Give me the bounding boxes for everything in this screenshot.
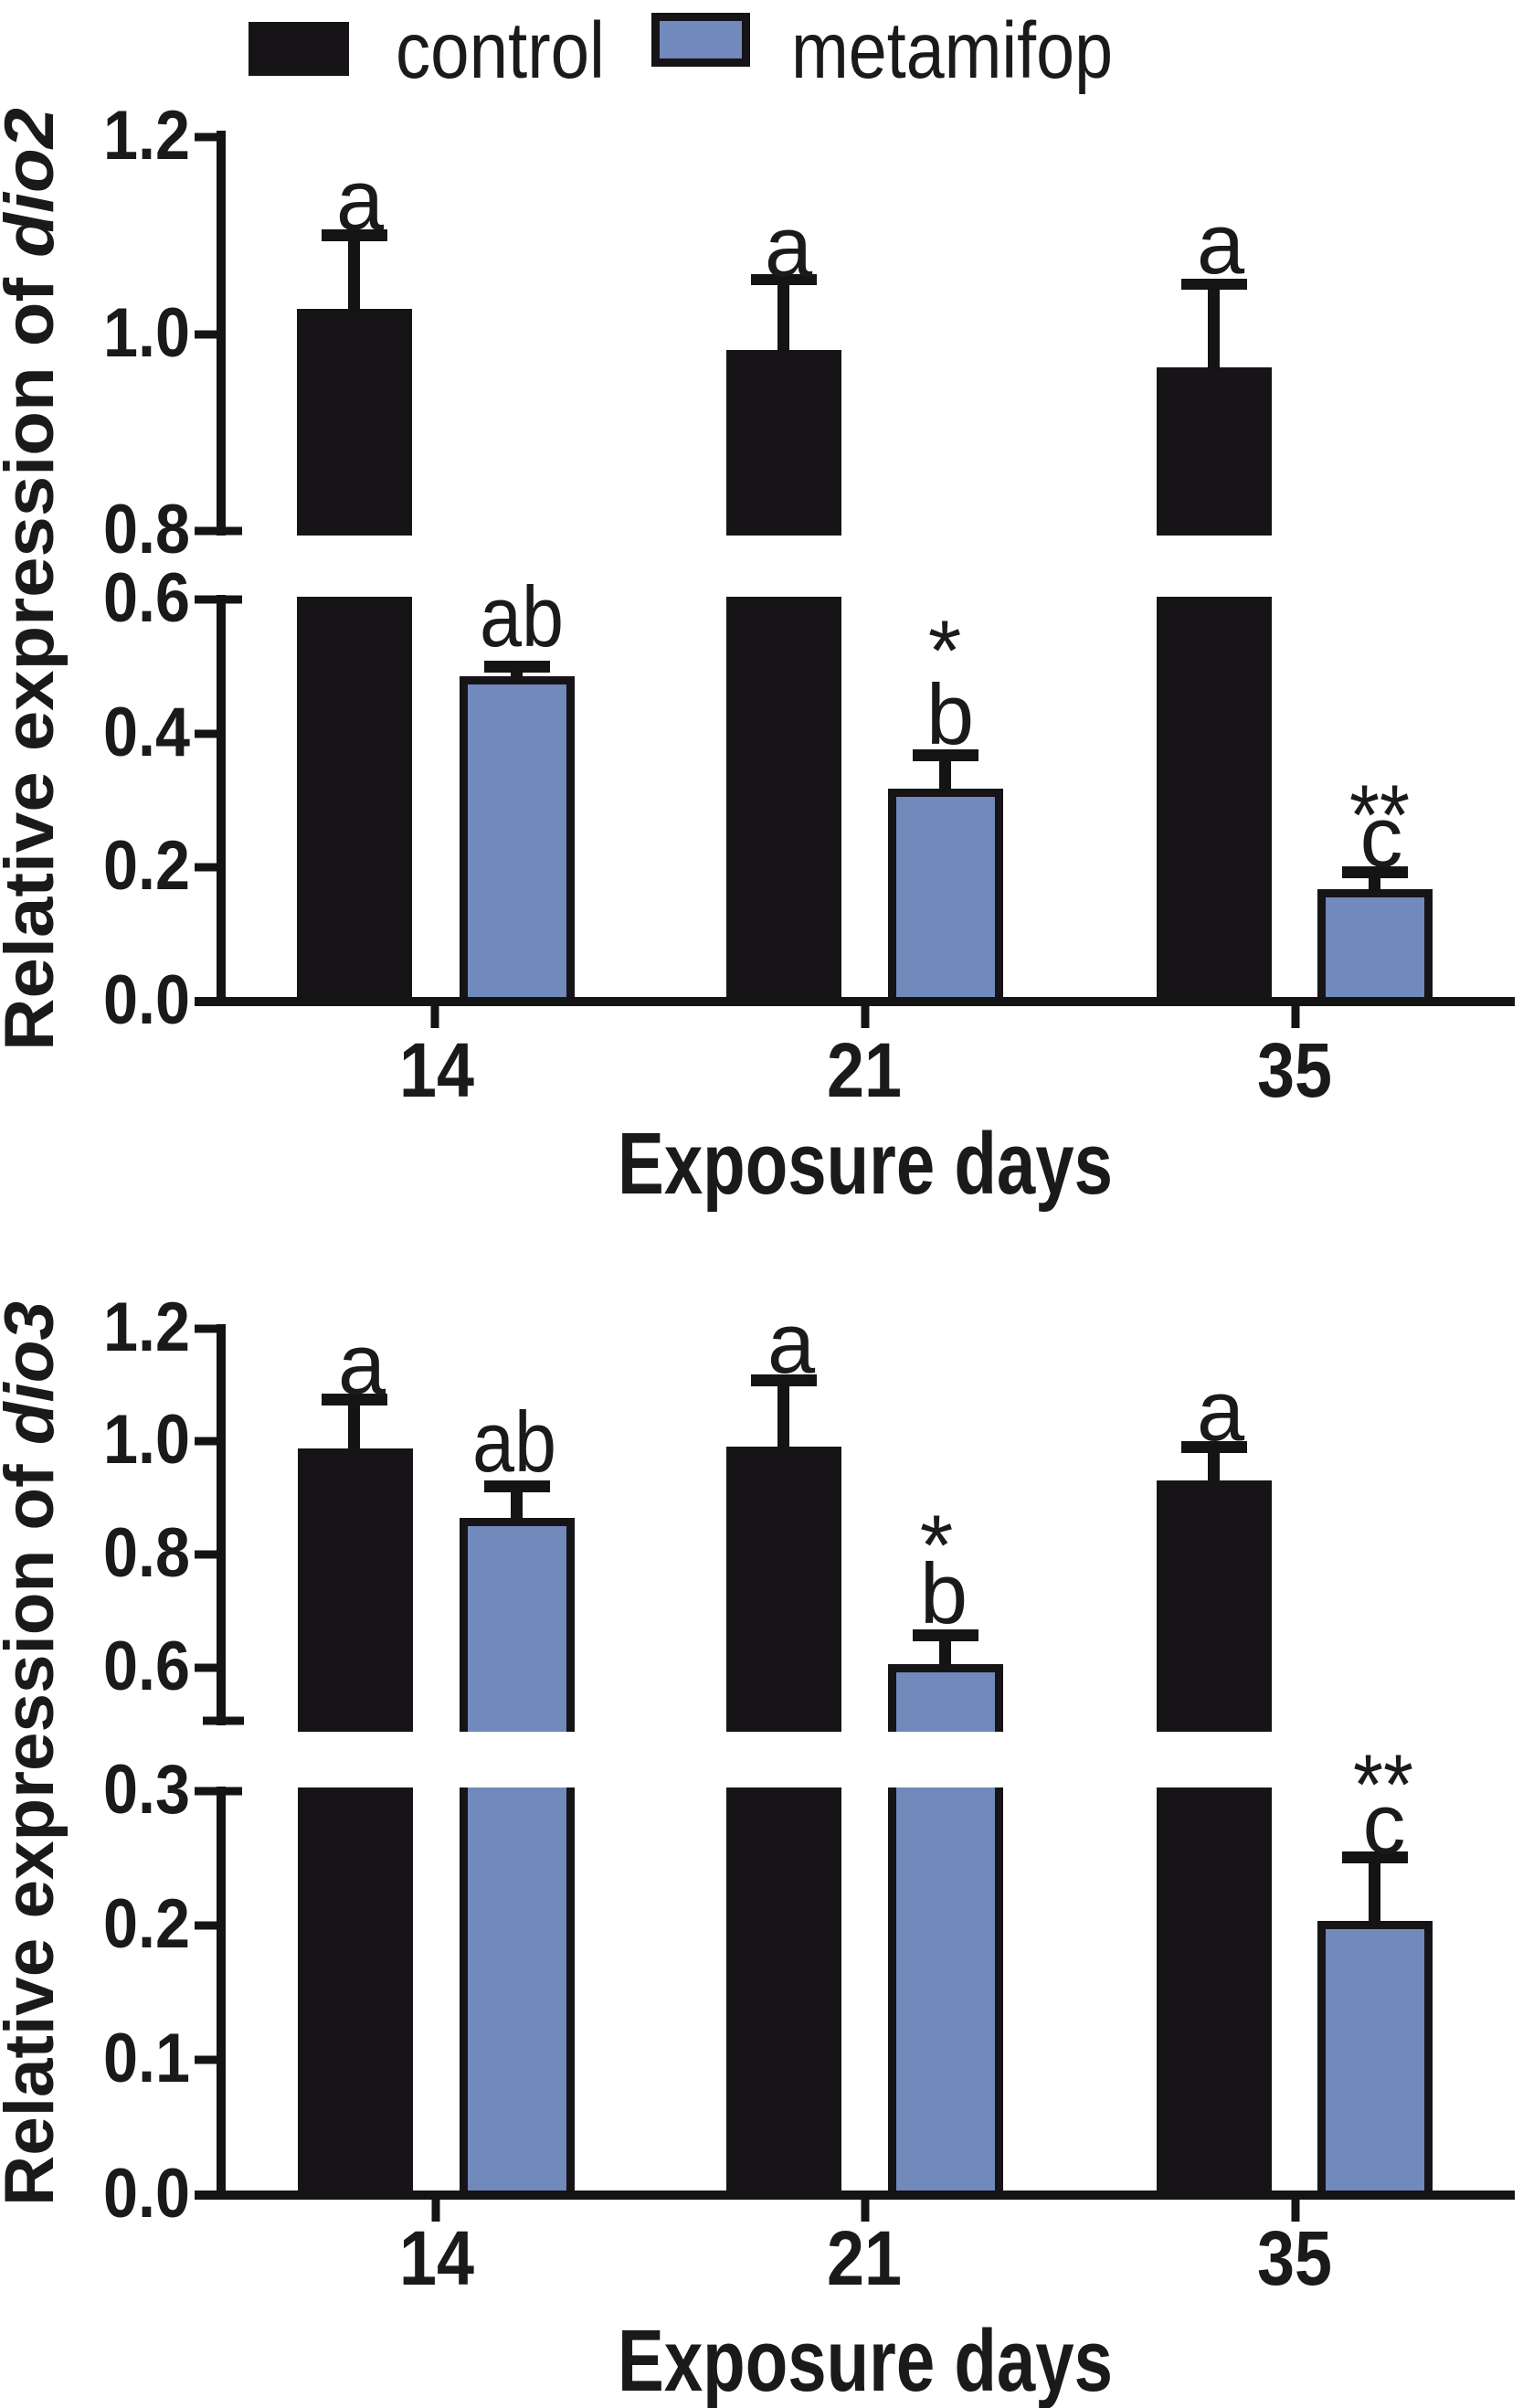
svg-text:0.2: 0.2 bbox=[103, 1885, 190, 1963]
svg-text:21: 21 bbox=[827, 2215, 902, 2301]
svg-text:Relative expression of dio2: Relative expression of dio2 bbox=[0, 108, 69, 1051]
svg-text:a: a bbox=[1197, 196, 1245, 292]
svg-text:control: control bbox=[396, 6, 605, 95]
svg-text:1.0: 1.0 bbox=[103, 1401, 190, 1479]
svg-text:Exposure days: Exposure days bbox=[618, 1115, 1113, 1213]
svg-text:0.8: 0.8 bbox=[103, 1514, 190, 1592]
svg-text:Relative expression of dio3: Relative expression of dio3 bbox=[0, 1301, 69, 2206]
svg-text:a: a bbox=[767, 1295, 816, 1391]
svg-text:0.2: 0.2 bbox=[103, 827, 190, 905]
svg-text:metamifop: metamifop bbox=[791, 6, 1113, 95]
svg-text:0.6: 0.6 bbox=[103, 1628, 190, 1705]
svg-text:a: a bbox=[338, 1316, 386, 1412]
svg-text:0.4: 0.4 bbox=[103, 694, 190, 771]
svg-text:**: ** bbox=[1349, 767, 1410, 863]
svg-text:1.0: 1.0 bbox=[103, 294, 190, 372]
svg-text:a: a bbox=[336, 152, 385, 248]
svg-text:0.6: 0.6 bbox=[103, 559, 190, 637]
svg-text:35: 35 bbox=[1257, 1027, 1332, 1113]
svg-text:0.1: 0.1 bbox=[103, 2020, 190, 2097]
svg-text:**: ** bbox=[1353, 1736, 1413, 1832]
svg-text:c: c bbox=[1360, 789, 1403, 885]
svg-text:b: b bbox=[920, 1545, 968, 1641]
svg-text:0.0: 0.0 bbox=[103, 961, 190, 1039]
svg-text:ab: ab bbox=[472, 1394, 556, 1490]
svg-text:35: 35 bbox=[1257, 2215, 1332, 2301]
svg-text:ab: ab bbox=[480, 568, 564, 664]
svg-text:*: * bbox=[920, 1497, 954, 1593]
svg-text:0.8: 0.8 bbox=[103, 491, 190, 568]
svg-text:*: * bbox=[928, 602, 962, 698]
svg-text:0.0: 0.0 bbox=[103, 2155, 190, 2233]
svg-text:a: a bbox=[765, 198, 813, 294]
svg-text:c: c bbox=[1363, 1776, 1406, 1872]
svg-text:b: b bbox=[926, 666, 974, 762]
svg-text:1.2: 1.2 bbox=[103, 97, 190, 175]
svg-text:Exposure days: Exposure days bbox=[618, 2312, 1113, 2408]
svg-text:14: 14 bbox=[399, 1027, 474, 1113]
svg-text:14: 14 bbox=[399, 2215, 474, 2301]
svg-text:1.2: 1.2 bbox=[103, 1289, 190, 1366]
svg-text:a: a bbox=[1197, 1363, 1245, 1459]
svg-text:21: 21 bbox=[827, 1027, 902, 1113]
svg-text:0.3: 0.3 bbox=[103, 1751, 190, 1829]
